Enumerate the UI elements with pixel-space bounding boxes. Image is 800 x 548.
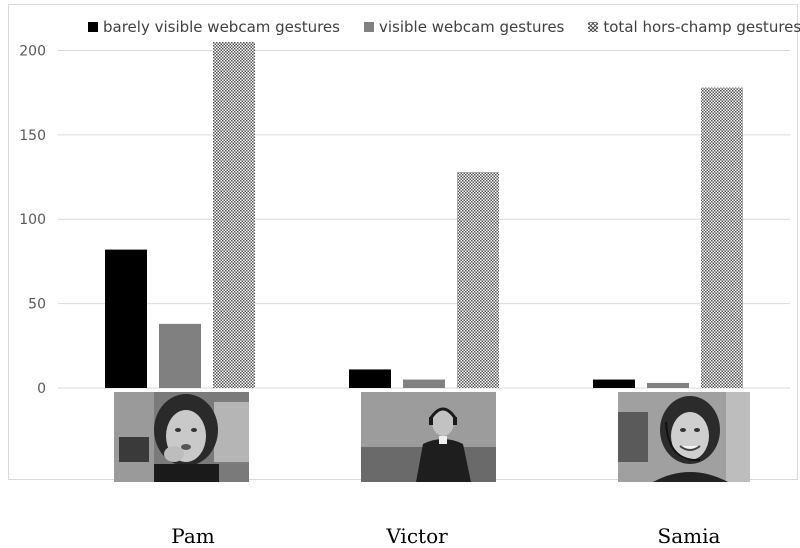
- y-tick-label: 0: [37, 381, 46, 397]
- webcam-photo-pam-image: [114, 392, 249, 482]
- webcam-photo-samia-image: [618, 392, 750, 482]
- bars: [105, 42, 743, 388]
- webcam-photo-pam: [114, 392, 249, 482]
- legend-label: visible webcam gestures: [378, 18, 565, 36]
- y-tick-label: 100: [19, 212, 46, 228]
- bar-samia-series-2: [647, 382, 689, 388]
- y-tick-label: 50: [28, 297, 46, 313]
- legend-item-barely-visible: barely visible webcam gestures: [88, 18, 340, 36]
- legend-swatch-gray: [363, 22, 374, 32]
- bar-pam-series-2: [159, 323, 201, 388]
- webcam-photo-victor: [361, 392, 496, 482]
- legend-item-hors-champ: total hors-champ gestures: [588, 18, 800, 36]
- legend-label: total hors-champ gestures: [603, 18, 800, 36]
- bar-victor-series-2: [403, 379, 445, 388]
- person-name-samia: Samia: [657, 524, 721, 548]
- legend-item-visible: visible webcam gestures: [363, 18, 565, 36]
- legend-swatch-checker: [588, 22, 599, 32]
- y-tick-label: 150: [19, 128, 46, 144]
- bar-samia-series-1: [593, 379, 635, 388]
- bar-samia-series-3: [701, 87, 743, 388]
- y-tick-labels: 0 50 100 150 200: [19, 43, 46, 397]
- webcam-photo-victor-image: [361, 392, 496, 482]
- legend-label: barely visible webcam gestures: [103, 18, 340, 36]
- bar-pam-series-3: [213, 42, 255, 388]
- bar-pam-series-1: [105, 249, 147, 388]
- legend-swatch-black: [88, 22, 98, 32]
- legend: barely visible webcam gestures visible w…: [88, 18, 800, 36]
- person-name-victor: Victor: [386, 524, 448, 548]
- y-tick-label: 200: [19, 43, 46, 59]
- webcam-photo-samia: [618, 392, 750, 482]
- bar-victor-series-3: [457, 171, 499, 388]
- person-name-pam: Pam: [171, 524, 215, 548]
- bar-victor-series-1: [349, 369, 391, 388]
